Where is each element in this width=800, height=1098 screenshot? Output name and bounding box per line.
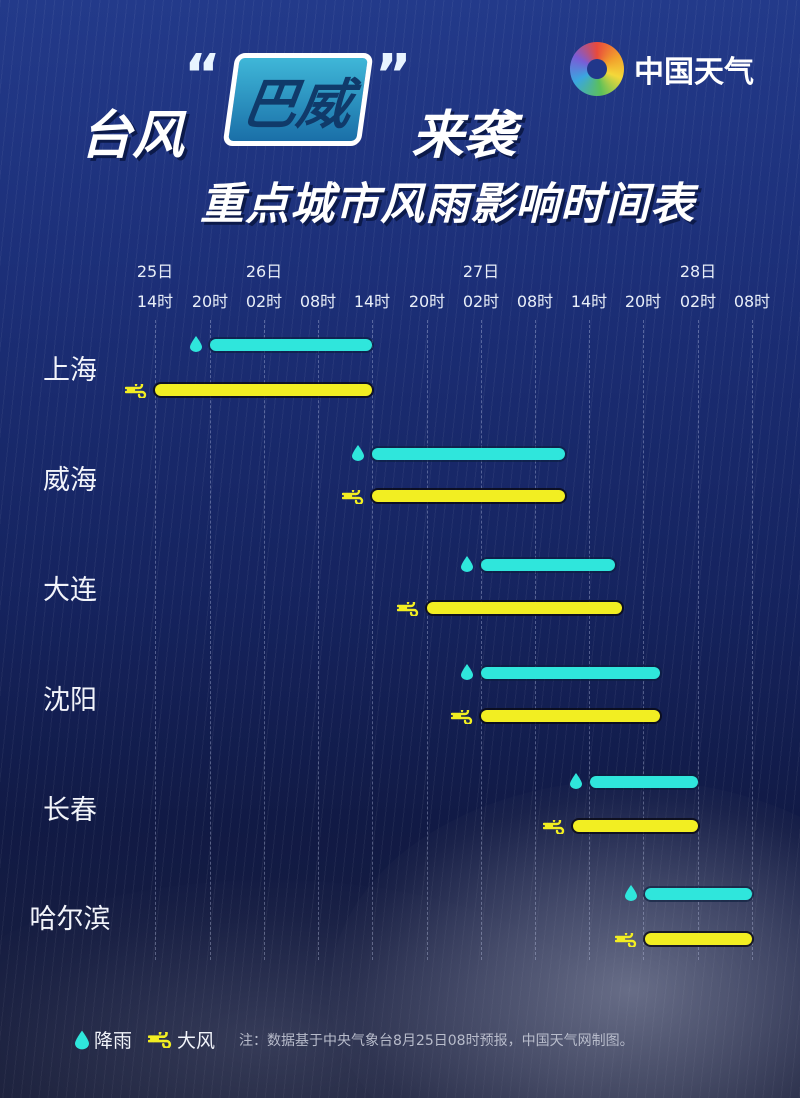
city-label: 大连 [43,575,97,606]
logo: 中国天气 [570,42,754,96]
open-quote: “ [184,43,221,108]
hour-label: 08时 [516,292,554,311]
title-prefix: 台风 [80,106,185,166]
wind-bar [427,602,622,614]
wind-icon [341,486,364,506]
legend-rain: 降雨 [75,1026,132,1053]
hour-label: 02时 [679,292,717,311]
hour-label: 08时 [299,292,337,311]
grid-line [318,320,319,960]
wind-icon [148,1031,172,1048]
typhoon-name: 巴威 [222,53,374,146]
city-label: 哈尔滨 [29,904,111,935]
time-axis: 25日 26日 27日 28日 14时 20时 02时 08时 14时 20时 02时 08时 14时 2… [0,258,800,318]
city-label: 长春 [43,795,97,826]
hour-label: 20时 [624,292,662,311]
rain-bar [645,888,752,900]
wind-bar [573,820,698,832]
hour-label: 14时 [570,292,608,311]
grid-line [535,320,536,960]
wind-icon [542,816,565,836]
raindrop-icon [190,336,202,352]
raindrop-icon [461,664,473,680]
grid-line [210,320,211,960]
grid-line [752,320,753,960]
city-label: 沈阳 [43,685,97,716]
hour-label: 02时 [462,292,500,311]
hour-label: 08时 [733,292,771,311]
day-label: 28日 [679,262,717,281]
rain-bar [590,776,698,788]
title-suffix: 来袭 [411,106,516,166]
hour-label: 20时 [191,292,229,311]
pinwheel-logo-icon [570,42,624,96]
legend-wind: 大风 [148,1026,215,1053]
grid-line [643,320,644,960]
wind-bar [645,933,752,945]
wind-icon [396,598,419,618]
day-label: 26日 [245,262,283,281]
hour-label: 14时 [136,292,174,311]
wind-bar [155,384,372,396]
subtitle: 重点城市风雨影响时间表 [200,179,695,230]
hour-label: 20时 [408,292,446,311]
rain-bar [481,559,615,571]
rain-bar [210,339,372,351]
raindrop-icon [352,445,364,461]
wind-bar [481,710,660,722]
grid-line [372,320,373,960]
day-label: 27日 [462,262,500,281]
hour-label: 14时 [353,292,391,311]
grid-line [427,320,428,960]
day-label: 25日 [136,262,174,281]
grid-line [155,320,156,960]
rain-bar [481,667,660,679]
raindrop-icon [570,773,582,789]
logo-text: 中国天气 [634,55,754,90]
city-label: 上海 [43,355,97,386]
city-label: 威海 [43,465,97,496]
grid-line [589,320,590,960]
raindrop-icon [625,885,637,901]
wind-icon [614,929,637,949]
rain-bar [372,448,565,460]
wind-bar [372,490,565,502]
main-title: 台风 “ 巴威 ” 来袭 [80,43,516,168]
close-quote: ” [374,43,412,108]
raindrop-icon [75,1030,89,1049]
grid-line [264,320,265,960]
legend-rain-label: 降雨 [94,1030,133,1052]
grid-line [698,320,699,960]
wind-icon [124,380,147,400]
footnote: 注：数据基于中央气象台8月25日08时预报，中国天气网制图。 [239,1032,634,1049]
wind-icon [450,706,473,726]
legend-wind-label: 大风 [177,1030,216,1052]
grid-line [481,320,482,960]
legend: 降雨 大风 注：数据基于中央气象台8月25日08时预报，中国天气网制图。 [75,1026,634,1053]
hour-label: 02时 [245,292,283,311]
raindrop-icon [461,556,473,572]
